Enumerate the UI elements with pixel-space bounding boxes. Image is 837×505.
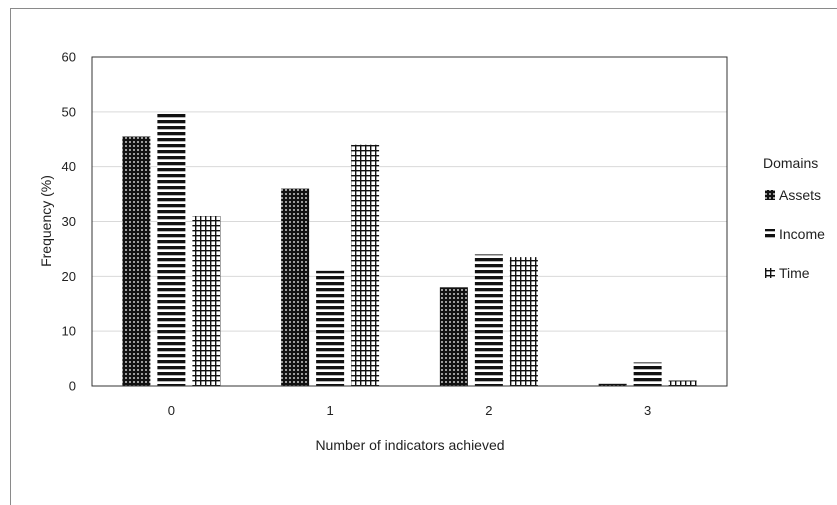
- y-tick-labels: 0 10 20 30 40 50 60: [62, 50, 76, 394]
- legend-label-assets: Assets: [779, 187, 821, 203]
- bars: [122, 112, 697, 387]
- legend-swatch-assets: [765, 190, 775, 200]
- y-tick-label: 30: [62, 214, 76, 229]
- chart-frame: [10, 8, 837, 505]
- legend-title: Domains: [763, 155, 818, 171]
- legend-label-income: Income: [779, 226, 825, 242]
- y-tick-label: 40: [62, 159, 76, 174]
- x-tick-label: 1: [327, 403, 334, 418]
- y-axis-title: Frequency (%): [38, 175, 54, 267]
- x-tick-label: 0: [168, 403, 175, 418]
- bar-assets-2: [439, 287, 468, 386]
- y-tick-label: 50: [62, 104, 76, 119]
- y-tick-label: 0: [69, 379, 76, 394]
- x-tick-label: 2: [485, 403, 492, 418]
- bar-time-0: [192, 216, 221, 386]
- bar-income-1: [316, 270, 345, 386]
- bar-time-2: [509, 257, 538, 386]
- x-axis-title: Number of indicators achieved: [315, 437, 504, 453]
- y-tick-label: 60: [62, 50, 76, 65]
- bar-income-3: [633, 362, 662, 386]
- y-tick-label: 10: [62, 324, 76, 339]
- bar-income-2: [474, 254, 503, 386]
- plot-area-border: [91, 56, 728, 387]
- x-tick-labels: 0 1 2 3: [168, 403, 651, 418]
- x-tick-label: 3: [644, 403, 651, 418]
- legend: Domains Assets Income Time: [763, 155, 825, 281]
- bar-assets-1: [281, 188, 310, 386]
- legend-swatch-time: [765, 268, 775, 278]
- bar-time-1: [351, 144, 380, 386]
- y-tick-label: 20: [62, 269, 76, 284]
- gridlines: [92, 56, 727, 387]
- legend-swatch-income: [765, 229, 775, 239]
- legend-label-time: Time: [779, 265, 810, 281]
- bar-income-0: [157, 112, 186, 387]
- bar-assets-3: [598, 383, 627, 386]
- bar-time-3: [668, 380, 697, 386]
- bar-assets-0: [122, 136, 151, 386]
